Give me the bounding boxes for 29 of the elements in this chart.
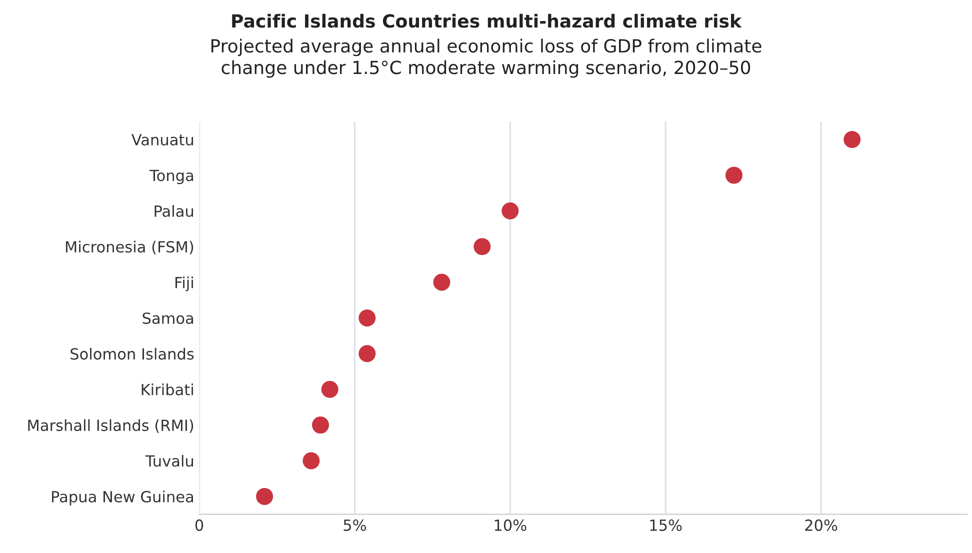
y-tick-label: Vanuatu: [131, 134, 194, 146]
point: [302, 452, 320, 470]
x-tick-label: 20%: [805, 519, 838, 531]
y-tick-label: Micronesia (FSM): [66, 240, 194, 254]
point: [321, 380, 338, 398]
y-tick-label: Solomon Islands: [70, 348, 194, 360]
point: [474, 238, 491, 256]
point: [433, 274, 450, 291]
y-tick-label: Kiribati: [142, 384, 193, 396]
point: [256, 488, 274, 505]
point: [844, 131, 861, 148]
chart-title: Pacific Islands Countries multi-hazard climate risk: [232, 14, 742, 28]
point: [358, 345, 376, 362]
x-tick-label: 10%: [494, 519, 526, 531]
point: [358, 309, 376, 326]
point: [502, 202, 519, 220]
y-tick-label: Fiji: [175, 276, 193, 292]
y-tick-label: Marshall Islands (RMI): [28, 419, 194, 433]
y-tick-label: Papua New Guinea: [52, 490, 194, 506]
y-tick-label: Tuvalu: [145, 454, 194, 467]
x-tick-label: 5%: [344, 519, 366, 531]
y-tick-label: Palau: [154, 205, 194, 217]
y-tick-label: Tonga: [150, 170, 194, 184]
x-tick-label: 0: [195, 519, 204, 531]
y-tick-label: Samoa: [142, 312, 194, 324]
chart-subtitle: Projected average annual economic loss of GDP from climate change under 1.5°C moderate warming scenario, 2020–50: [211, 38, 762, 78]
point: [725, 166, 742, 184]
x-tick-label: 15%: [650, 519, 682, 531]
point: [312, 416, 330, 434]
